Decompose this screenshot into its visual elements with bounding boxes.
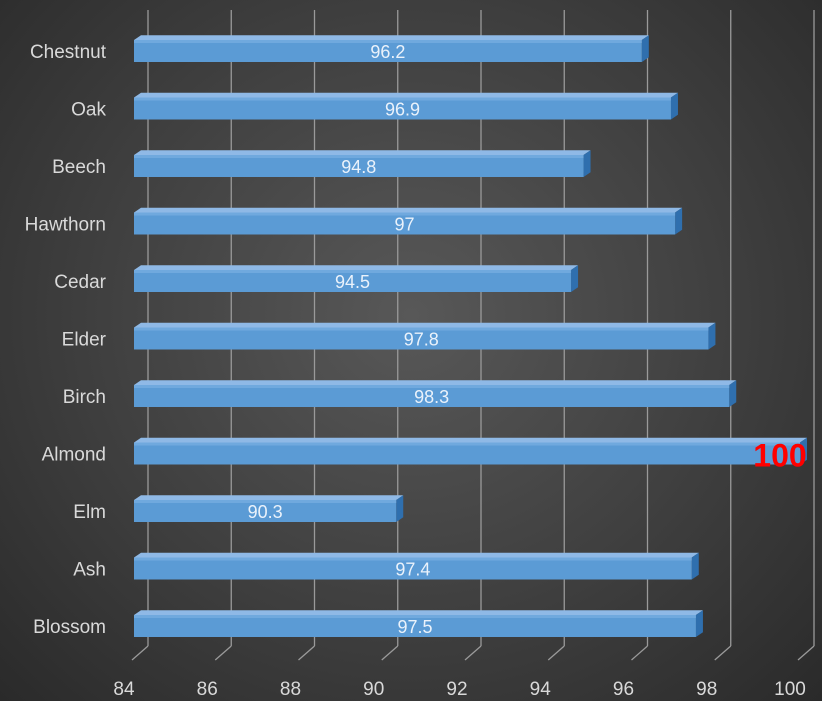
x-tick-label: 92 — [446, 679, 467, 700]
bar-side-face — [641, 35, 649, 62]
bar-front-highlight — [134, 270, 572, 273]
data-label-birch: 98.3 — [414, 387, 449, 407]
data-label-cedar: 94.5 — [335, 272, 370, 292]
bar-front-face — [134, 500, 397, 522]
x-tick-label: 96 — [613, 679, 634, 700]
data-label-hawthorn: 97 — [395, 215, 415, 235]
data-label-beech: 94.8 — [341, 157, 376, 177]
category-label-elder: Elder — [62, 330, 107, 351]
data-label-blossom: 97.5 — [397, 617, 432, 637]
bar-side-face — [670, 92, 678, 120]
x-tick-label: 88 — [280, 679, 301, 700]
x-tick-label: 100 — [774, 679, 806, 700]
bar-side-face — [583, 150, 591, 177]
bar-top-face — [134, 150, 591, 155]
category-label-cedar: Cedar — [54, 272, 106, 293]
bar-top-face — [134, 437, 807, 443]
data-label-elder: 97.8 — [404, 330, 439, 350]
data-label-almond: 100 — [753, 438, 806, 474]
bar-side-face — [695, 610, 703, 637]
bar-side-face — [708, 322, 716, 350]
bar-top-face — [134, 495, 404, 500]
category-label-chestnut: Chestnut — [30, 42, 107, 63]
bar-front-highlight — [134, 500, 397, 503]
category-label-blossom: Blossom — [33, 617, 106, 638]
bar-front-highlight — [134, 385, 730, 388]
bar-elder — [134, 322, 716, 350]
bar-beech — [134, 150, 591, 177]
bar-front-face — [134, 615, 696, 637]
bars: 96.2 96.9 94.8 97 94.5 97.8 98.3 100 90.3 97.4 97.… — [134, 35, 807, 637]
category-label-hawthorn: Hawthorn — [25, 215, 106, 236]
bar-oak — [134, 92, 678, 120]
gridline-floor — [797, 645, 815, 661]
bar-front-highlight — [134, 97, 671, 101]
data-label-chestnut: 96.2 — [370, 42, 405, 62]
bar-front-highlight — [134, 615, 696, 618]
x-tick-label: 86 — [197, 679, 218, 700]
bar-almond — [134, 437, 807, 465]
data-label-oak: 96.9 — [385, 100, 420, 120]
x-tick-label: 84 — [113, 679, 135, 700]
bar-top-face — [134, 92, 678, 98]
category-labels: Chestnut Oak Beech Hawthorn Cedar Elder Birch A… — [25, 42, 107, 638]
bar-chestnut — [134, 35, 649, 62]
bar-cedar — [134, 265, 579, 292]
bar-elm — [134, 495, 404, 522]
bar-top-face — [134, 552, 699, 558]
bar-front-face — [134, 270, 572, 292]
gridline-floor — [714, 645, 732, 661]
bar-front-face — [134, 385, 730, 407]
category-label-oak: Oak — [71, 100, 106, 121]
category-label-ash: Ash — [73, 560, 106, 581]
category-label-beech: Beech — [52, 157, 106, 178]
bar-front-face — [134, 557, 692, 580]
bar-front-face — [134, 327, 709, 350]
bar-front-highlight — [134, 212, 676, 216]
bar-hawthorn — [134, 207, 683, 235]
bar-top-face — [134, 35, 649, 40]
bar-front-highlight — [134, 557, 692, 561]
bar-side-face — [675, 207, 683, 235]
bar-front-face — [134, 442, 800, 465]
x-tick-label: 94 — [530, 679, 552, 700]
bar-front-highlight — [134, 155, 584, 158]
data-label-elm: 90.3 — [248, 502, 283, 522]
x-tick-label: 98 — [696, 679, 717, 700]
bar-blossom — [134, 610, 703, 637]
bar-top-face — [134, 207, 683, 213]
gridline-floor — [298, 645, 315, 661]
category-label-elm: Elm — [73, 502, 106, 523]
gridline-floor — [214, 645, 232, 661]
bar-top-face — [134, 265, 579, 270]
bar-front-face — [134, 97, 671, 120]
gridline-floor — [131, 645, 149, 661]
bar-front-face — [134, 40, 642, 62]
bar-side-face — [800, 437, 807, 465]
category-label-almond: Almond — [42, 445, 106, 466]
gridline-floor — [547, 645, 565, 661]
bar-top-face — [134, 322, 716, 328]
bar-front-face — [134, 155, 584, 177]
data-label-ash: 97.4 — [395, 560, 430, 580]
x-tick-label: 90 — [363, 679, 384, 700]
category-label-birch: Birch — [63, 387, 106, 408]
gridline-floor — [464, 645, 482, 661]
bar-front-highlight — [134, 327, 709, 331]
bar-front-face — [134, 212, 676, 235]
bar-side-face — [396, 495, 404, 522]
bar-front-highlight — [134, 442, 800, 446]
x-axis-ticks: 84 86 88 90 92 94 96 98 100 — [113, 679, 805, 700]
bar-side-face — [691, 552, 699, 580]
bar-birch — [134, 380, 737, 407]
bar-side-face — [571, 265, 579, 292]
bar-top-face — [134, 380, 737, 385]
bar-front-highlight — [134, 40, 642, 43]
bar-top-face — [134, 610, 703, 615]
gridline-floor — [631, 645, 648, 661]
gridline-floor — [381, 645, 399, 661]
bar-ash — [134, 552, 699, 580]
bar-side-face — [729, 380, 737, 407]
